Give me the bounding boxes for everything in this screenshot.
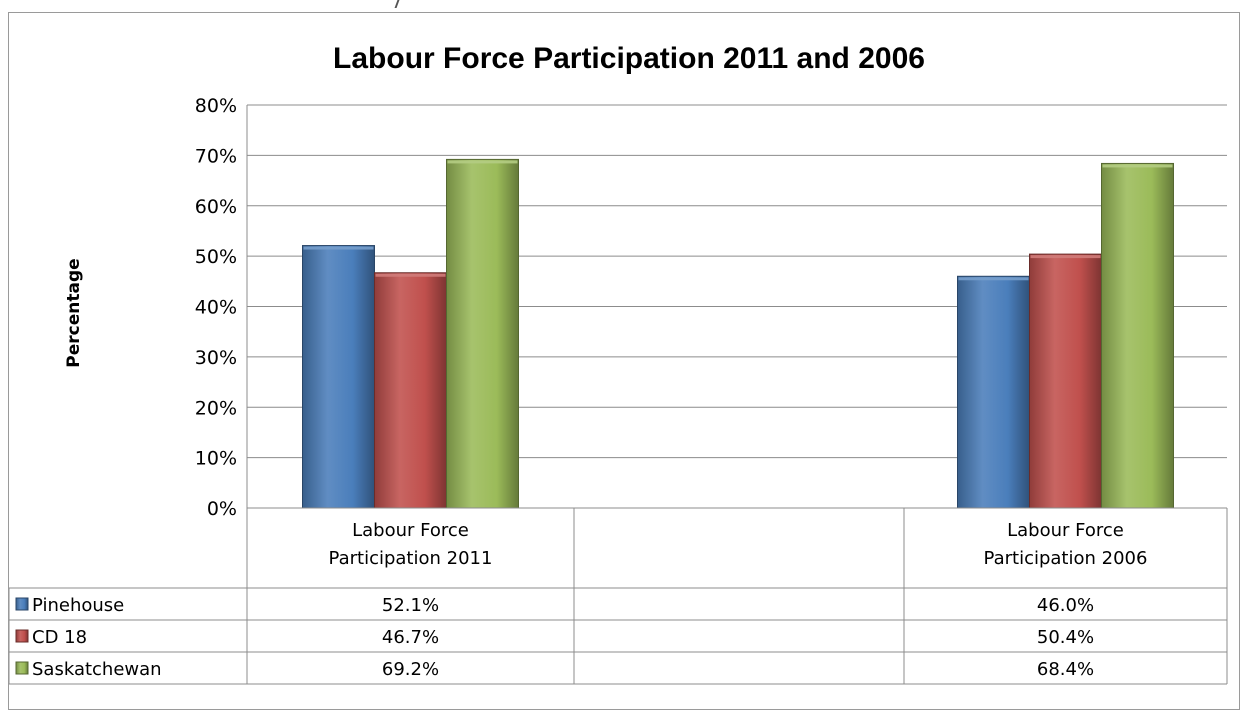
- legend-label: Saskatchewan: [32, 659, 162, 680]
- x-category-label: Labour Force: [352, 520, 469, 541]
- bar-top-bevel: [958, 277, 1029, 281]
- bar-top-bevel: [375, 273, 446, 277]
- data-table-value: 50.4%: [1037, 627, 1094, 648]
- legend-label: Pinehouse: [32, 595, 124, 616]
- data-table-value: 46.7%: [382, 627, 439, 648]
- bar-top-bevel: [447, 160, 518, 164]
- chart-svg: Labour Force Participation 2011 and 2006…: [9, 42, 1228, 685]
- data-table-value: 69.2%: [382, 659, 439, 680]
- y-tick-label: 70%: [195, 145, 237, 167]
- bar-saskatchewan: [1101, 162, 1174, 509]
- bar-top-bevel: [1102, 164, 1173, 168]
- data-table: Labour Force Participation 2011 Labour For…: [9, 507, 1228, 685]
- data-table-value: 52.1%: [382, 595, 439, 616]
- cropped-text-mark: [394, 0, 400, 8]
- y-tick-label: 50%: [195, 246, 237, 268]
- gridlines: 0% 10% 20% 30% 40% 50% 60% 70% 80%: [195, 95, 1227, 520]
- x-category-label: Labour Force: [1007, 520, 1124, 541]
- bar-cd-18: [374, 272, 447, 509]
- data-table-value: 46.0%: [1037, 595, 1094, 616]
- x-category-label: Participation 2011: [329, 548, 493, 569]
- y-tick-label: 10%: [195, 448, 237, 470]
- legend-label: CD 18: [32, 627, 87, 648]
- legend-swatch: [15, 597, 29, 611]
- x-category-label: Participation 2006: [984, 548, 1148, 569]
- bar-pinehouse: [302, 245, 375, 509]
- bar-cd-18: [1029, 253, 1102, 509]
- y-axis-label: Percentage: [64, 258, 84, 367]
- chart-frame: Labour Force Participation 2011 and 2006…: [8, 12, 1240, 710]
- legend-swatch: [15, 661, 29, 675]
- y-tick-label: 30%: [195, 347, 237, 369]
- bars: [302, 158, 1174, 509]
- data-table-value: 68.4%: [1037, 659, 1094, 680]
- y-tick-label: 20%: [195, 397, 237, 419]
- y-tick-label: 40%: [195, 297, 237, 319]
- bar-saskatchewan: [446, 158, 519, 509]
- y-tick-label: 0%: [207, 498, 237, 520]
- chart-title: Labour Force Participation 2011 and 2006: [333, 42, 925, 75]
- y-tick-label: 60%: [195, 196, 237, 218]
- bar-top-bevel: [303, 246, 374, 250]
- bar-pinehouse: [957, 275, 1030, 509]
- y-tick-label: 80%: [195, 95, 237, 117]
- bar-top-bevel: [1030, 255, 1101, 259]
- legend-swatch: [15, 629, 29, 643]
